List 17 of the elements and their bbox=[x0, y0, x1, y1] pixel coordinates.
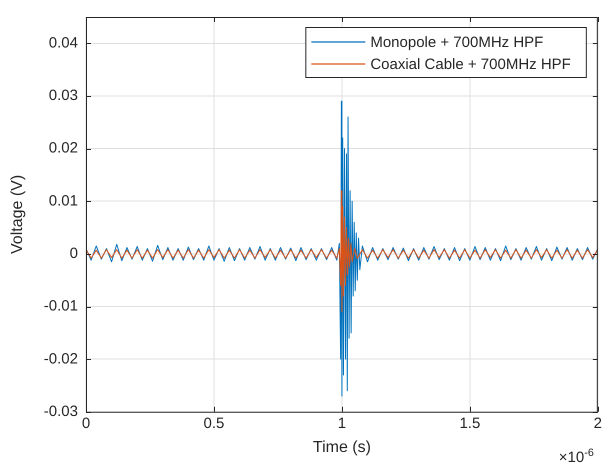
legend-label: Monopole + 700MHz HPF bbox=[370, 34, 544, 52]
x-tick-label: 0.5 bbox=[204, 414, 224, 432]
y-tick-label: -0.03 bbox=[44, 402, 78, 420]
x-tick-label: 1.5 bbox=[459, 414, 480, 432]
x-tick-label: 2 bbox=[594, 414, 602, 432]
y-tick-label: 0.01 bbox=[48, 192, 78, 210]
y-tick-label: 0.02 bbox=[48, 140, 78, 157]
x-tick-label: 1 bbox=[338, 414, 346, 432]
y-tick-label: -0.01 bbox=[44, 298, 78, 315]
y-tick-label: 0.03 bbox=[48, 87, 78, 104]
y-tick-label: -0.02 bbox=[44, 350, 78, 368]
legend-label: Coaxial Cable + 700MHz HPF bbox=[370, 56, 571, 74]
y-axis-title: Voltage (V) bbox=[9, 174, 26, 254]
y-tick-label: 0.04 bbox=[48, 34, 78, 52]
x-axis-title: Time (s) bbox=[312, 438, 371, 456]
y-tick-label: 0 bbox=[70, 245, 78, 262]
x-tick-label: 0 bbox=[82, 414, 90, 432]
